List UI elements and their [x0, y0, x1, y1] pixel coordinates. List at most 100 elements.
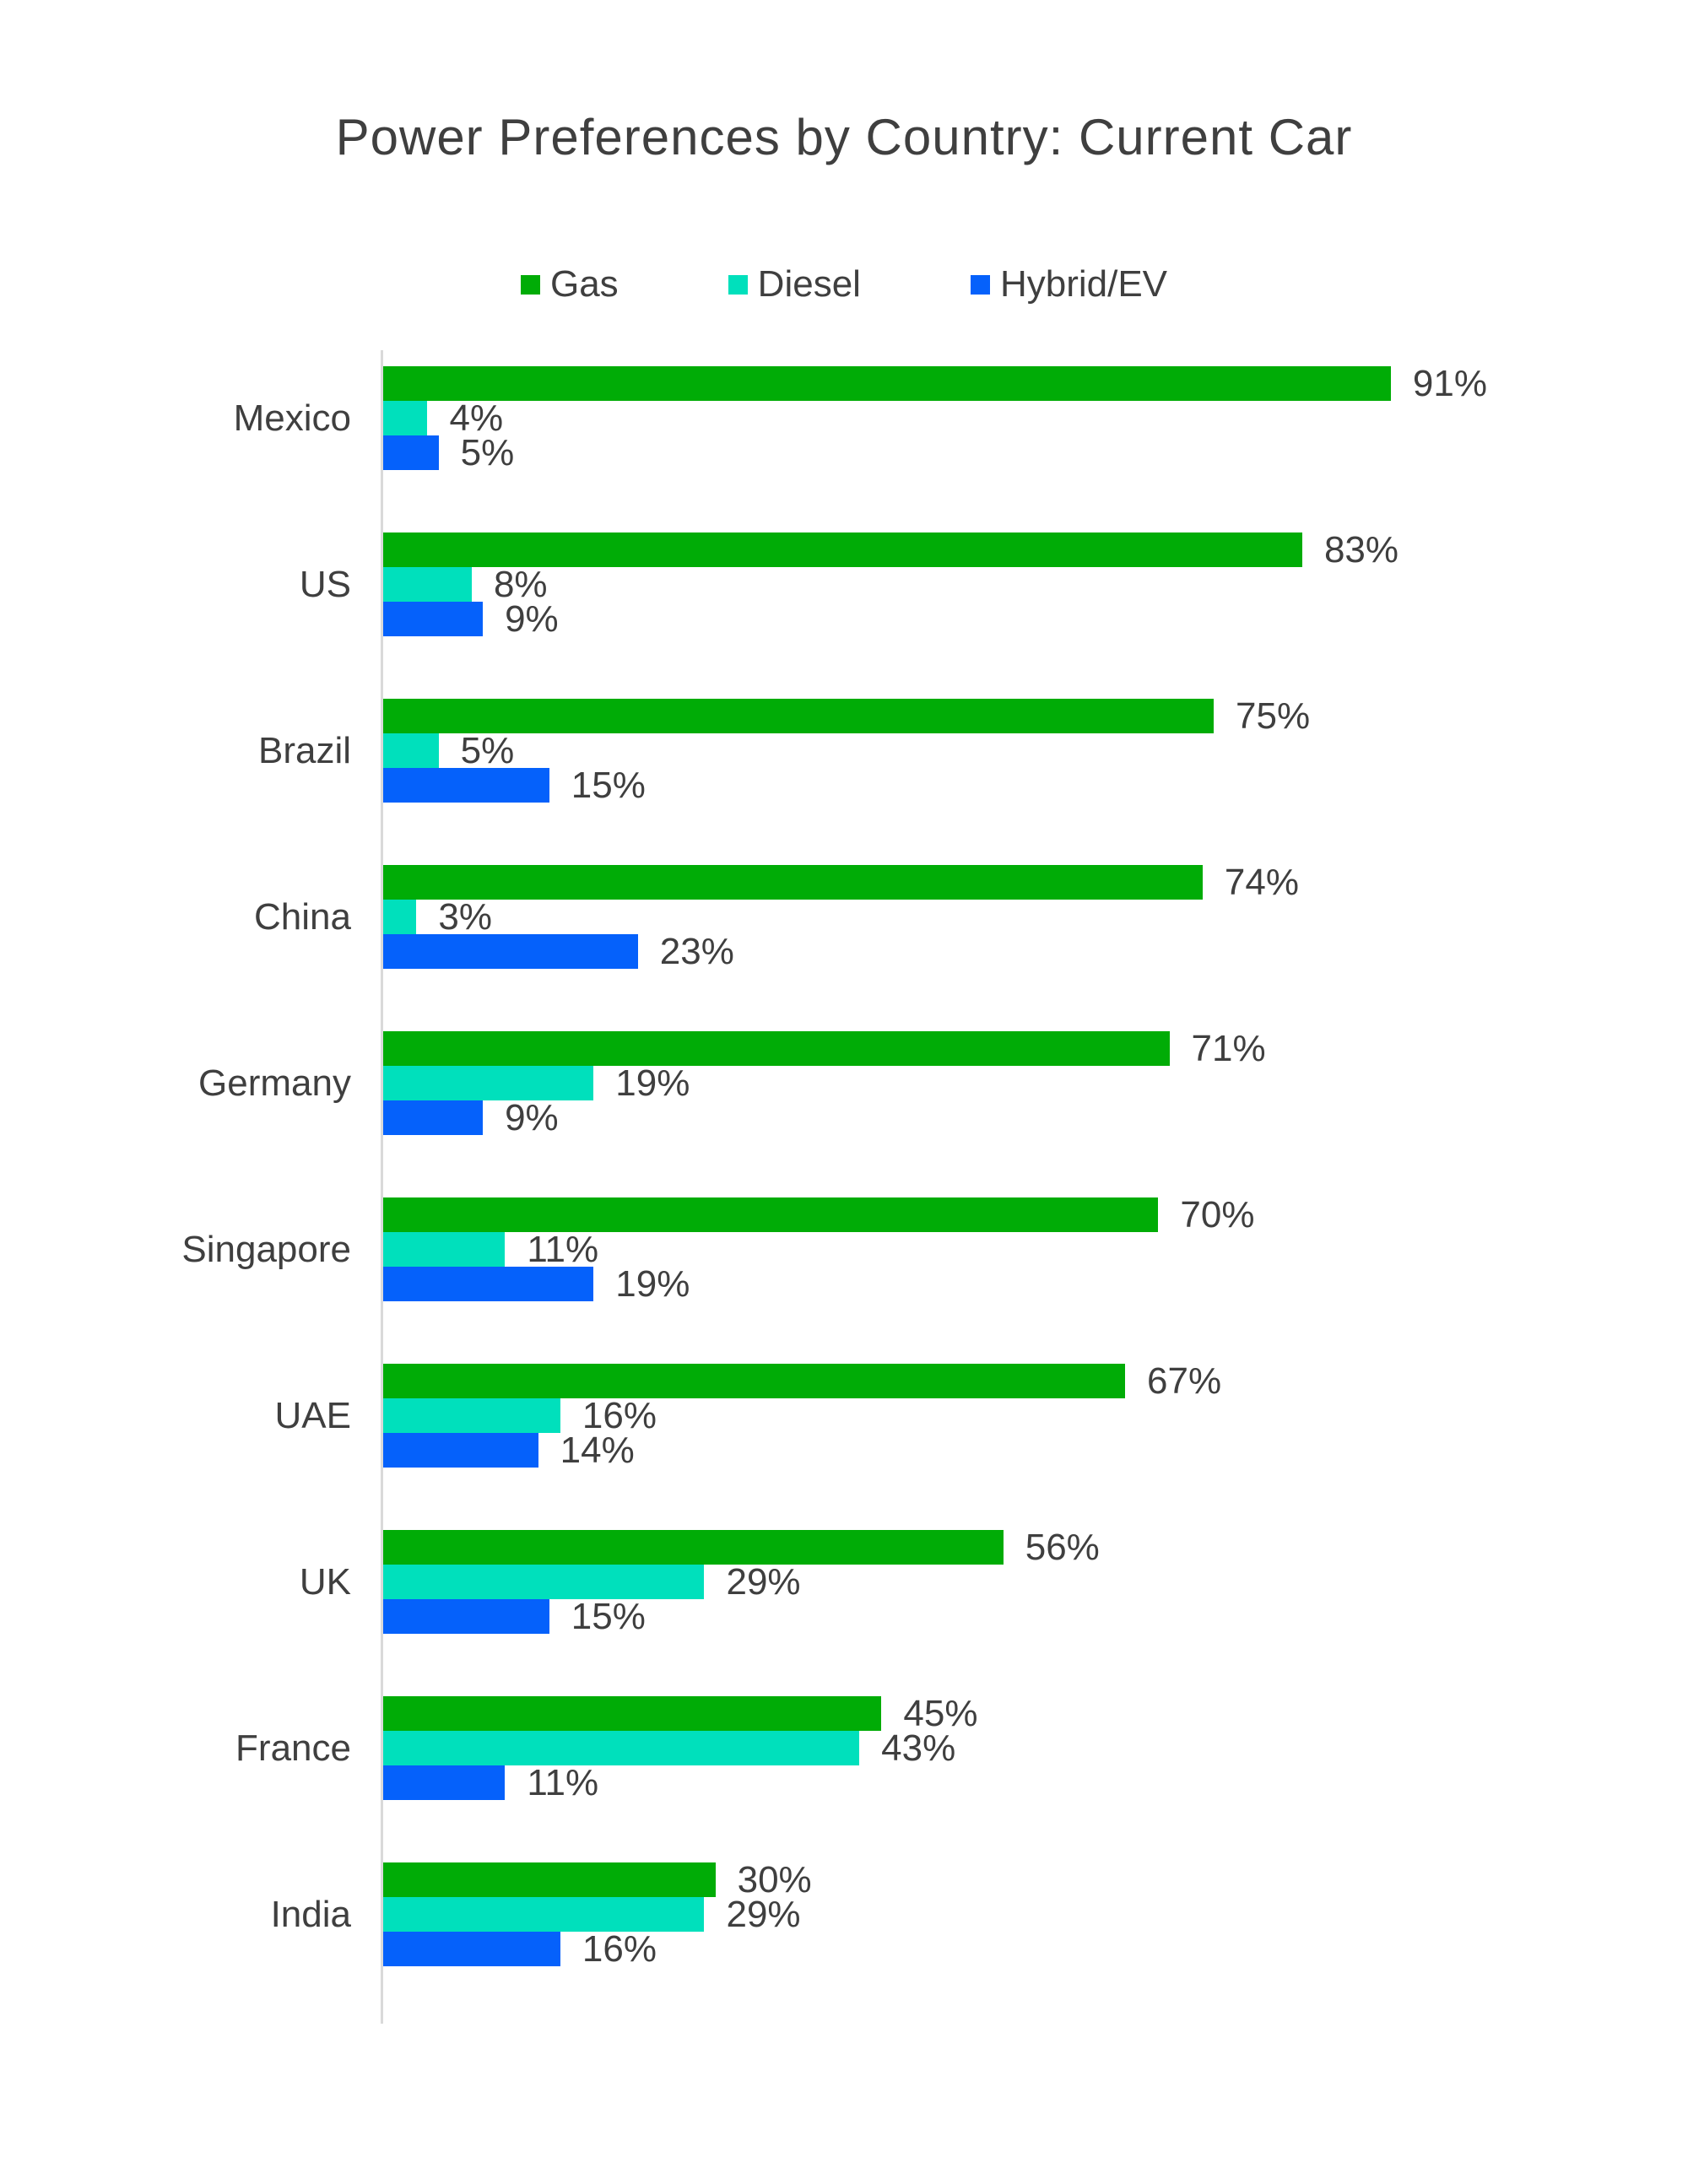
bar-row: 74% [383, 862, 1491, 903]
bar-group: Brazil 75% 5% 15% [0, 695, 1688, 806]
country-bars: 30% 29% 16% [383, 1859, 1491, 1970]
bar-row: 11% [383, 1229, 1491, 1270]
bar-row: 45% [383, 1693, 1491, 1734]
country-bars: 56% 29% 15% [383, 1527, 1491, 1637]
bar-row: 16% [383, 1928, 1491, 1970]
bar-row: 9% [383, 598, 1491, 640]
bar-row: 8% [383, 564, 1491, 605]
bar-row: 30% [383, 1859, 1491, 1900]
y-axis-line [381, 350, 383, 2024]
country-bars: 45% 43% 11% [383, 1693, 1491, 1803]
diesel-bar [383, 401, 428, 435]
diesel-bar [383, 1565, 705, 1599]
value-label: 29% [726, 1560, 801, 1603]
value-label: 45% [903, 1692, 978, 1734]
bar-group: Mexico 91% 4% 5% [0, 363, 1688, 473]
bar-group: UAE 67% 16% 14% [0, 1360, 1688, 1471]
country-bars: 74% 3% 23% [383, 862, 1491, 972]
bar-row: 56% [383, 1527, 1491, 1568]
country-label: China [254, 895, 351, 938]
bar-row: 5% [383, 730, 1491, 771]
value-label: 67% [1147, 1360, 1222, 1402]
value-label: 5% [460, 729, 515, 771]
hybrid-ev-bar [383, 602, 484, 636]
hybrid-ev-bar [383, 1765, 506, 1800]
legend-item-hybrid-ev: Hybrid/EV [970, 263, 1168, 305]
bar-row: 11% [383, 1762, 1491, 1803]
value-label: 70% [1180, 1193, 1255, 1235]
bar-groups: Mexico 91% 4% 5% US 83% 8% 9% Brazil 75% 5% 15% Chin… [0, 350, 1688, 1970]
gas-bar [383, 1862, 716, 1897]
legend-item-diesel: Diesel [728, 263, 861, 305]
legend-label: Hybrid/EV [999, 263, 1168, 305]
chart-title: Power Preferences by Country: Current Ca… [335, 109, 1353, 165]
bar-row: 75% [383, 695, 1491, 737]
value-label: 4% [449, 397, 504, 439]
diesel-bar [383, 1066, 594, 1100]
bar-group: China 74% 3% 23% [0, 862, 1688, 972]
country-label: France [235, 1727, 351, 1769]
legend-label: Gas [549, 263, 619, 305]
hybrid-ev-bar [383, 435, 439, 470]
hybrid-ev-bar [383, 768, 549, 803]
bar-row: 23% [383, 931, 1491, 972]
value-label: 19% [615, 1062, 690, 1104]
bar-row: 67% [383, 1360, 1491, 1402]
bar-row: 91% [383, 363, 1491, 404]
bar-row: 9% [383, 1097, 1491, 1138]
diesel-bar [383, 1897, 705, 1932]
value-label: 3% [438, 895, 492, 938]
legend-swatch-icon [728, 274, 748, 295]
value-label: 14% [560, 1429, 635, 1471]
bar-row: 29% [383, 1561, 1491, 1603]
value-label: 30% [737, 1858, 812, 1900]
diesel-bar [383, 1232, 506, 1267]
hybrid-ev-bar [383, 934, 638, 969]
value-label: 16% [582, 1927, 657, 1970]
country-label: Singapore [181, 1228, 351, 1270]
bar-row: 3% [383, 896, 1491, 938]
value-label: 11% [527, 1761, 599, 1803]
gas-bar [383, 1696, 882, 1731]
country-label: US [299, 563, 351, 605]
diesel-bar [383, 1398, 560, 1433]
country-label: India [270, 1893, 351, 1935]
value-label: 43% [881, 1727, 956, 1769]
bar-row: 4% [383, 397, 1491, 439]
country-label: UK [299, 1560, 351, 1603]
bar-group: Germany 71% 19% 9% [0, 1027, 1688, 1138]
country-bars: 75% 5% 15% [383, 695, 1491, 806]
bar-row: 19% [383, 1263, 1491, 1305]
country-label: Mexico [233, 397, 351, 439]
value-label: 74% [1224, 861, 1299, 903]
bar-row: 15% [383, 765, 1491, 806]
value-label: 23% [659, 930, 734, 972]
value-label: 9% [505, 597, 559, 640]
plot-area: Mexico 91% 4% 5% US 83% 8% 9% Brazil 75% 5% 15% Chin… [0, 350, 1688, 2029]
bar-row: 83% [383, 529, 1491, 570]
bar-group: UK 56% 29% 15% [0, 1527, 1688, 1637]
country-bars: 70% 11% 19% [383, 1194, 1491, 1305]
gas-bar [383, 699, 1214, 733]
value-label: 71% [1191, 1027, 1266, 1069]
gas-bar [383, 865, 1203, 900]
value-label: 75% [1236, 695, 1311, 737]
bar-group: France 45% 43% 11% [0, 1693, 1688, 1803]
gas-bar [383, 1364, 1126, 1398]
bar-row: 5% [383, 432, 1491, 473]
bar-row: 29% [383, 1894, 1491, 1935]
value-label: 8% [493, 563, 548, 605]
gas-bar [383, 1530, 1004, 1565]
diesel-bar [383, 1731, 860, 1765]
diesel-bar [383, 900, 417, 934]
value-label: 16% [582, 1394, 657, 1436]
legend-swatch-icon [970, 274, 990, 295]
legend-item-gas: Gas [520, 263, 619, 305]
value-label: 56% [1025, 1526, 1100, 1568]
hybrid-ev-bar [383, 1433, 538, 1468]
bar-row: 70% [383, 1194, 1491, 1235]
country-bars: 67% 16% 14% [383, 1360, 1491, 1471]
bar-row: 19% [383, 1062, 1491, 1104]
country-bars: 71% 19% 9% [383, 1027, 1491, 1138]
